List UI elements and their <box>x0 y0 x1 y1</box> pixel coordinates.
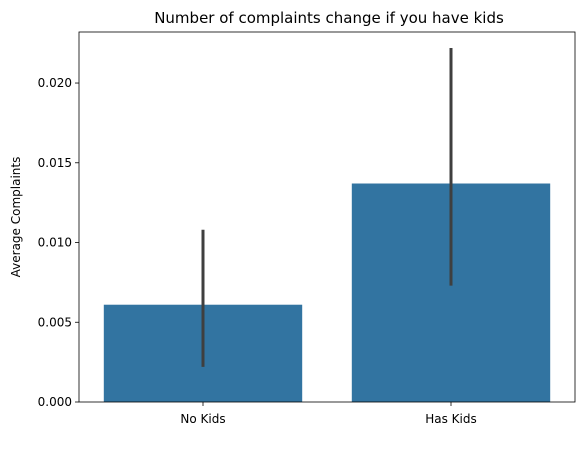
chart-title: Number of complaints change if you have … <box>154 9 504 27</box>
plot-frame <box>78 31 576 403</box>
error-bars-layer <box>201 47 453 367</box>
y-axis-label: Average Complaints <box>9 157 23 278</box>
axes-layer <box>78 31 576 403</box>
y-tick-label: 0.000 <box>38 395 72 409</box>
x-tick-label: Has Kids <box>425 412 477 426</box>
y-tick-label: 0.015 <box>38 156 72 170</box>
y-tick-label: 0.020 <box>38 76 72 90</box>
ticks-layer: No Kids Has Kids 0.000 0.005 0.010 0.015 0.020 <box>38 76 477 426</box>
x-tick-label: No Kids <box>180 412 225 426</box>
bars-layer <box>103 183 551 402</box>
y-tick-label: 0.005 <box>38 315 72 329</box>
y-tick-label: 0.010 <box>38 236 72 250</box>
